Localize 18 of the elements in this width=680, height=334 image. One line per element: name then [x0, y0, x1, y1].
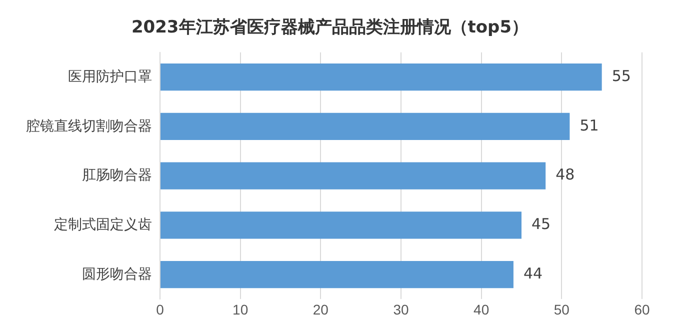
x-tick-label: 20: [312, 301, 329, 318]
data-label: 45: [532, 215, 551, 234]
y-tick-label: 圆形吻合器: [82, 265, 152, 282]
x-tick-label: 10: [232, 301, 248, 318]
x-tick-label: 60: [634, 301, 650, 318]
y-tick-label: 肛肠吻合器: [82, 166, 152, 183]
y-tick-label: 医用防护口罩: [68, 68, 152, 84]
chart-title: 2023年江苏省医疗器械产品品类注册情况（top5）: [131, 18, 529, 38]
x-tick-label: 40: [474, 301, 490, 318]
data-label: 51: [580, 116, 599, 134]
y-tick-label: 腔镜直线切割吻合器: [26, 117, 152, 134]
y-tick-label: 定制式固定义齿: [54, 216, 152, 232]
x-tick-label: 50: [554, 301, 570, 318]
data-label: 44: [523, 264, 543, 282]
x-tick-label: 30: [393, 301, 409, 318]
data-label: 55: [612, 66, 631, 85]
data-label: 48: [556, 166, 575, 184]
x-tick-label: 0: [156, 301, 164, 318]
